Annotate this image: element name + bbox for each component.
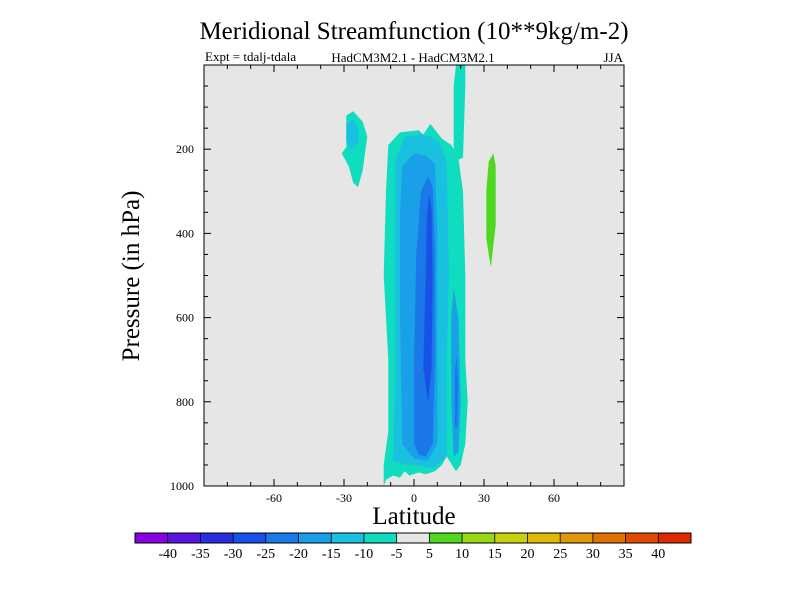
colorbar-label: -15: [322, 547, 341, 562]
colorbar-swatch: [331, 533, 365, 543]
colorbar-label: 30: [586, 547, 600, 562]
colorbar-label: 15: [488, 547, 502, 562]
colorbar-label: -5: [391, 547, 403, 562]
contour-mid-column-neg20: [454, 355, 459, 428]
colorbar-label: 20: [521, 547, 535, 562]
colorbar-label: -10: [355, 547, 374, 562]
contour-right-blob-positive: [486, 153, 496, 268]
colorbar-label: -20: [289, 547, 308, 562]
colorbar-label: -25: [256, 547, 275, 562]
colorbar-label: -40: [158, 547, 177, 562]
contour-upper-column: [453, 65, 466, 160]
colorbar-swatch: [167, 533, 201, 543]
colorbar-swatch: [135, 533, 169, 543]
colorbar-swatch: [494, 533, 528, 543]
chart-title: Meridional Streamfunction (10**9kg/m-2): [199, 18, 628, 45]
contour-regions: [341, 65, 496, 487]
colorbar-swatch: [396, 533, 430, 543]
colorbar-swatch: [462, 533, 496, 543]
y-tick-label: 800: [176, 395, 194, 409]
x-tick-label: 60: [548, 491, 560, 505]
y-tick-label: 1000: [170, 479, 194, 493]
y-tick-label: 600: [176, 311, 194, 325]
colorbar-label: 25: [553, 547, 567, 562]
colorbar-swatch: [527, 533, 561, 543]
x-axis-label: Latitude: [372, 503, 455, 530]
colorbar-swatch: [265, 533, 299, 543]
x-tick-label: -60: [266, 491, 282, 505]
model-comparison-label: HadCM3M2.1 - HadCM3M2.1: [331, 50, 494, 65]
colorbar-label: -35: [191, 547, 210, 562]
experiment-label: Expt = tdalj-tdala: [205, 49, 296, 64]
contour-left-blob-neg10: [346, 119, 358, 150]
x-tick-label: 0: [411, 491, 417, 505]
colorbar-label: -30: [224, 547, 243, 562]
colorbar-label: 40: [651, 547, 665, 562]
y-tick-label: 200: [176, 142, 194, 156]
colorbar-label: 10: [455, 547, 469, 562]
colorbar-label: 5: [426, 547, 433, 562]
colorbar-swatch: [560, 533, 594, 543]
plot-area: -60 -30 0 30 60 200 400 600 800 1000: [170, 64, 625, 505]
colorbar-swatch: [233, 533, 267, 543]
colorbar-swatch: [592, 533, 626, 543]
season-label: JJA: [603, 50, 623, 65]
x-tick-label: -30: [336, 491, 352, 505]
colorbar-swatch: [429, 533, 463, 543]
colorbar: -40 -35 -30 -25 -20 -15 -10 -5 5 10 15 20 25 30 35 40: [134, 532, 692, 562]
x-tick-label: 30: [478, 491, 490, 505]
colorbar-swatch: [658, 533, 692, 543]
contour-main-cell-neg25: [423, 195, 433, 402]
colorbar-swatch: [625, 533, 659, 543]
colorbar-label: 35: [619, 547, 633, 562]
colorbar-swatch: [298, 533, 332, 543]
colorbar-swatch: [363, 533, 397, 543]
colorbar-swatch: [200, 533, 234, 543]
colorbar-frame: [134, 532, 692, 544]
y-tick-label: 400: [176, 226, 194, 240]
y-axis-label: Pressure (in hPa): [118, 191, 145, 362]
y-ticks: 200 400 600 800 1000: [170, 85, 624, 493]
x-ticks: -60 -30 0 30 60: [226, 65, 602, 505]
